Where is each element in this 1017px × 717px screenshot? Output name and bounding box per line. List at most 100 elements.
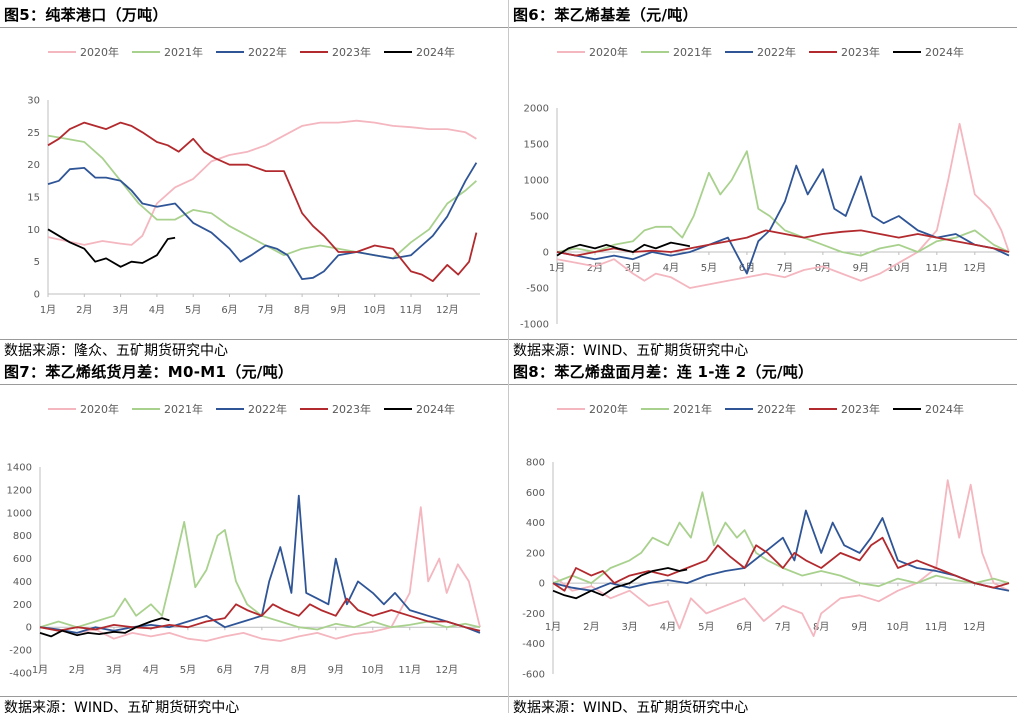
y-tick-label: 500	[530, 212, 549, 223]
series-line	[39, 520, 481, 631]
y-tick-label: 1500	[524, 140, 549, 151]
panel-separator	[508, 0, 509, 713]
y-tick-label: 1200	[7, 485, 32, 496]
legend-label: 2020年	[589, 402, 628, 416]
x-tick-label: 8月	[294, 304, 310, 316]
x-tick-label: 11月	[400, 304, 423, 316]
x-tick-label: 11月	[925, 262, 948, 274]
x-tick-label: 12月	[436, 304, 459, 316]
series-line	[556, 164, 1010, 275]
y-tick-label: 200	[13, 600, 32, 611]
x-tick-label: 6月	[221, 304, 237, 316]
chart-plot: 2020年 2021年 2022年 2023年 2024年 0 5 10 15 20 25 30 1月 2…	[27, 45, 480, 316]
x-tick-label: 10月	[363, 304, 386, 316]
legend-label: 2023年	[332, 402, 371, 416]
x-tick-label: 7月	[258, 304, 274, 316]
divider	[0, 696, 508, 697]
x-tick-label: 12月	[435, 664, 458, 676]
x-tick-label: 9月	[330, 304, 346, 316]
x-tick-label: 9月	[853, 262, 869, 274]
y-tick-label: -200	[522, 609, 545, 620]
x-tick-label: 5月	[180, 664, 196, 676]
x-tick-label: 8月	[291, 664, 307, 676]
y-tick-label: 30	[27, 96, 40, 107]
y-tick-label: 5	[34, 257, 40, 268]
x-tick-label: 7月	[777, 262, 793, 274]
y-tick-label: 600	[13, 554, 32, 565]
x-tick-label: 1月	[40, 304, 56, 316]
series-line	[47, 121, 478, 283]
x-tick-label: 5月	[701, 262, 717, 274]
legend-label: 2020年	[80, 402, 119, 416]
legend-label: 2021年	[164, 45, 203, 59]
legend-label: 2022年	[248, 45, 287, 59]
series-line	[552, 491, 1010, 588]
x-tick-label: 12月	[963, 262, 986, 274]
x-tick-label: 2月	[583, 621, 599, 633]
y-tick-label: 15	[27, 193, 40, 204]
y-tick-label: 0	[34, 290, 40, 301]
series-line	[39, 597, 481, 632]
legend-label: 2023年	[332, 45, 371, 59]
divider	[0, 339, 508, 340]
x-tick-label: 9月	[328, 664, 344, 676]
legend-label: 2020年	[80, 45, 119, 59]
series-line	[39, 617, 170, 638]
y-tick-label: -600	[522, 670, 545, 681]
chart-plot: 2020年 2021年 2022年 2023年 2024年 -1000 -500 0 500 10…	[520, 45, 1010, 331]
x-tick-label: 11月	[398, 664, 421, 676]
y-tick-label: -400	[522, 639, 545, 650]
x-tick-label: 4月	[149, 304, 165, 316]
x-tick-label: 2月	[69, 664, 85, 676]
y-tick-label: 0	[539, 579, 545, 590]
y-tick-label: 0	[26, 623, 32, 634]
series-line	[552, 509, 1010, 592]
y-tick-label: 600	[526, 488, 545, 499]
y-tick-label: 800	[526, 458, 545, 469]
y-tick-label: 200	[526, 548, 545, 559]
legend-label: 2024年	[416, 45, 455, 59]
series-line	[556, 150, 1010, 257]
y-tick-label: -200	[9, 646, 32, 657]
legend-label: 2024年	[416, 402, 455, 416]
x-tick-label: 4月	[143, 664, 159, 676]
series-line	[39, 506, 481, 642]
x-tick-label: 6月	[736, 621, 752, 633]
y-tick-label: 400	[526, 518, 545, 529]
series-line	[47, 162, 478, 281]
divider	[0, 27, 508, 28]
x-tick-label: 3月	[625, 262, 641, 274]
legend-label: 2022年	[757, 45, 796, 59]
legend-label: 2023年	[841, 402, 880, 416]
x-tick-label: 4月	[663, 262, 679, 274]
y-tick-label: 1400	[7, 463, 32, 474]
series-line	[556, 122, 1010, 289]
legend-label: 2021年	[164, 402, 203, 416]
chart-panel-styrene-basis: 图6：苯乙烯基差（元/吨） 2020年 2021年 2022年 2023年 2024年 -…	[509, 0, 1017, 359]
x-tick-label: 4月	[660, 621, 676, 633]
series-line	[552, 479, 1010, 638]
y-tick-label: -500	[526, 284, 549, 295]
x-tick-label: 5月	[185, 304, 201, 316]
y-tick-label: 0	[543, 248, 549, 259]
x-tick-label: 11月	[925, 621, 948, 633]
series-line	[552, 536, 1010, 592]
x-tick-label: 9月	[851, 621, 867, 633]
x-tick-label: 7月	[775, 621, 791, 633]
divider	[509, 339, 1017, 340]
legend-label: 2024年	[925, 45, 964, 59]
y-tick-label: 800	[13, 531, 32, 542]
x-tick-label: 2月	[76, 304, 92, 316]
chart-title: 图8：苯乙烯盘面月差：连 1-连 2（元/吨）	[513, 363, 814, 381]
y-tick-label: 1000	[7, 508, 32, 519]
legend-label: 2024年	[925, 402, 964, 416]
y-tick-label: -400	[9, 669, 32, 680]
legend-label: 2023年	[841, 45, 880, 59]
x-tick-label: 10月	[361, 664, 384, 676]
x-tick-label: 3月	[621, 621, 637, 633]
chart-panel-styrene-futures-spread: 图8：苯乙烯盘面月差：连 1-连 2（元/吨） 2020年 2021年 2022年 2…	[509, 357, 1017, 716]
series-line	[556, 241, 691, 257]
chart-source: 数据来源：WIND、五矿期货研究中心	[4, 700, 240, 716]
x-tick-label: 5月	[698, 621, 714, 633]
chart-panel-styrene-paper-spread: 图7：苯乙烯纸货月差：M0-M1（元/吨） 2020年 2021年 2022年 202…	[0, 357, 508, 716]
